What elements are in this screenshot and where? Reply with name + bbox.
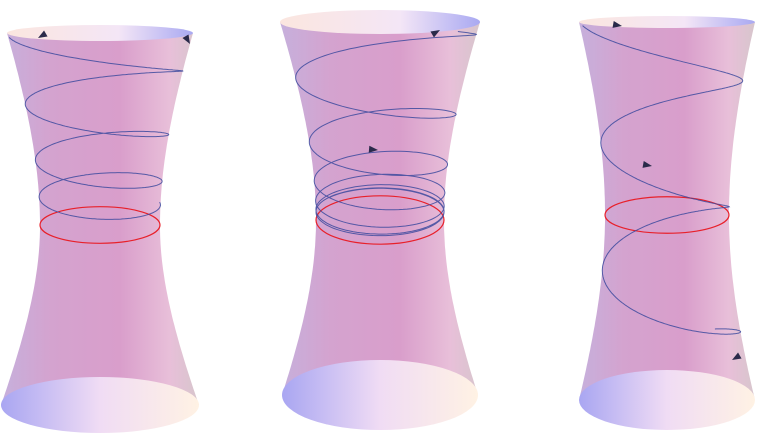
waist-circle xyxy=(39,206,161,244)
geodesic xyxy=(8,37,184,220)
arrow-head xyxy=(430,30,440,38)
surface xyxy=(579,22,755,398)
top-rim xyxy=(280,10,480,34)
arrow-head xyxy=(642,160,652,168)
bottom-cap xyxy=(579,370,755,430)
geodesic xyxy=(295,31,478,237)
arrow-head xyxy=(612,20,622,28)
surface xyxy=(280,22,480,394)
arrow-head xyxy=(182,34,190,44)
top-rim xyxy=(579,16,755,28)
waist-circle xyxy=(315,195,445,245)
top-rim xyxy=(7,25,193,41)
geodesic xyxy=(582,25,744,335)
waist-circle xyxy=(604,196,730,234)
arrow-head xyxy=(732,352,742,360)
bottom-cap xyxy=(282,360,478,430)
arrow-head xyxy=(38,30,48,38)
arrow-head xyxy=(368,145,378,153)
bottom-cap xyxy=(1,377,199,433)
